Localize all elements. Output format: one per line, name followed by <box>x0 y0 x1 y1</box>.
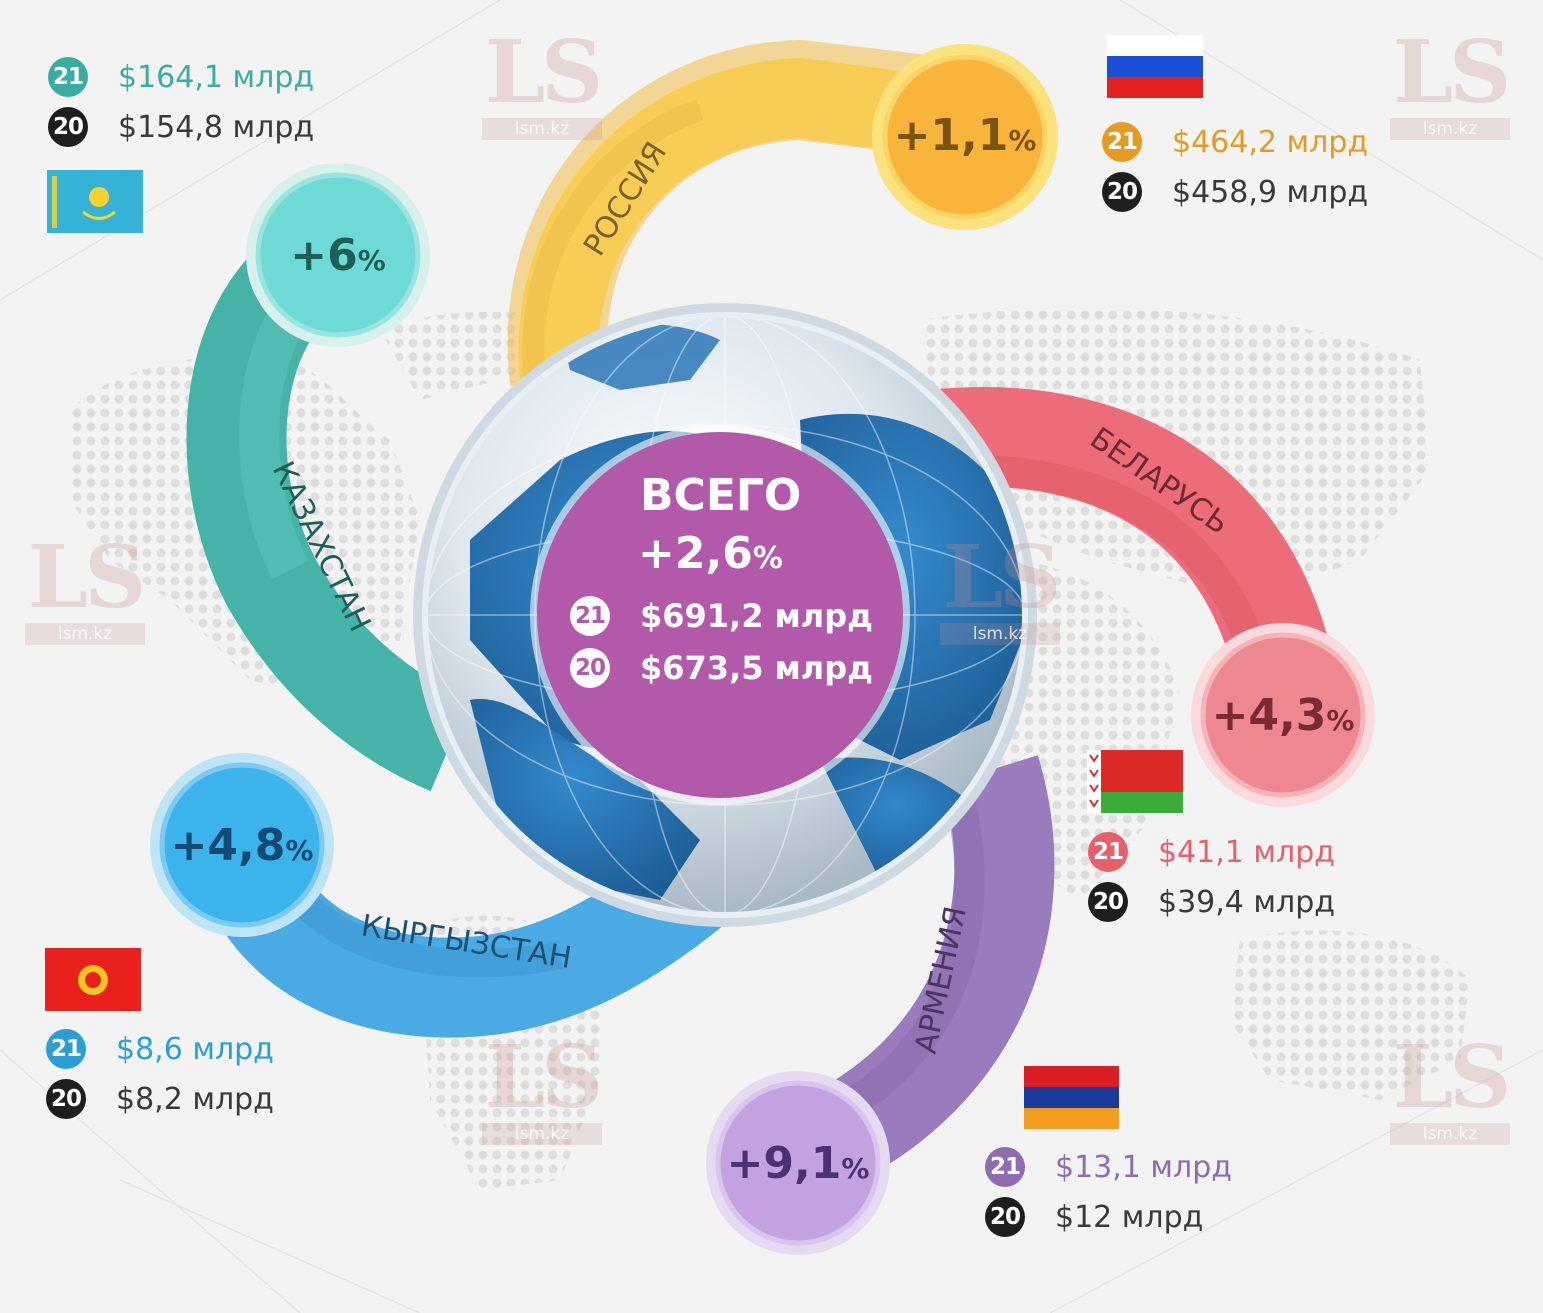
watermark: LS lsm.kz <box>15 535 155 645</box>
russia-percent-circle <box>872 44 1058 230</box>
total-2021-row: 21 $691,2 млрд <box>570 590 880 642</box>
year-20-badge: 20 <box>570 648 610 688</box>
kyrgyzstan-2020-value: $8,2 млрд <box>116 1081 274 1117</box>
russia-change: +1,1% <box>893 110 1037 161</box>
watermark: LS lsm.kz <box>472 1035 612 1145</box>
kazakhstan-change: +6% <box>290 230 386 281</box>
year-20-badge: 20 <box>1088 882 1128 922</box>
belarus-change: +4,3% <box>1211 690 1355 741</box>
watermark: LS lsm.kz <box>930 535 1070 645</box>
watermark: LS lsm.kz <box>1380 1035 1520 1145</box>
year-21-badge: 21 <box>985 1147 1025 1187</box>
kyrgyzstan-percent-circle <box>150 753 334 937</box>
total-block: ВСЕГО +2,6% 21 $691,2 млрд 20 $673,5 млр… <box>560 470 880 694</box>
total-title: ВСЕГО <box>640 470 802 521</box>
belarus-percent-circle <box>1191 623 1375 807</box>
year-21-badge: 21 <box>48 57 88 97</box>
belarus-stats: 21 $41,1 млрд 20 $39,4 млрд <box>1088 827 1335 927</box>
total-change: +2,6% <box>638 528 783 579</box>
armenia-arc <box>806 755 1055 1185</box>
kyrgyzstan-2021-value: $8,6 млрд <box>116 1031 274 1067</box>
kazakhstan-2021-value: $164,1 млрд <box>118 59 315 95</box>
total-2021-value: $691,2 млрд <box>640 597 873 635</box>
armenia-percent-circle <box>706 1071 890 1255</box>
kazakhstan-2020-value: $154,8 млрд <box>118 109 315 145</box>
year-21-badge: 21 <box>1102 122 1142 162</box>
kyrgyzstan-flag <box>45 948 141 1011</box>
watermark: LS lsm.kz <box>1380 30 1520 140</box>
year-21-badge: 21 <box>1088 832 1128 872</box>
kyrgyzstan-change: +4,8% <box>170 820 314 871</box>
kazakhstan-flag <box>47 170 143 233</box>
kyrgyzstan-stats: 21 $8,6 млрд 20 $8,2 млрд <box>46 1024 274 1124</box>
russia-2020-value: $458,9 млрд <box>1172 174 1369 210</box>
kazakhstan-percent-circle <box>246 163 430 347</box>
russia-arc <box>507 39 972 387</box>
armenia-flag <box>1024 1066 1119 1129</box>
year-20-badge: 20 <box>985 1197 1025 1237</box>
year-21-badge: 21 <box>570 596 610 636</box>
year-20-badge: 20 <box>48 107 88 147</box>
belarus-arc <box>924 387 1340 709</box>
belarus-2020-value: $39,4 млрд <box>1158 884 1336 920</box>
year-20-badge: 20 <box>46 1079 86 1119</box>
armenia-2021-value: $13,1 млрд <box>1055 1149 1233 1185</box>
armenia-2020-value: $12 млрд <box>1055 1199 1204 1235</box>
watermark: LS lsm.kz <box>472 30 612 140</box>
armenia-stats: 21 $13,1 млрд 20 $12 млрд <box>985 1142 1232 1242</box>
year-21-badge: 21 <box>46 1029 86 1069</box>
total-2020-value: $673,5 млрд <box>640 649 873 687</box>
total-circle <box>537 432 903 798</box>
russia-2021-value: $464,2 млрд <box>1172 124 1369 160</box>
belarus-flag <box>1087 750 1183 813</box>
total-2020-row: 20 $673,5 млрд <box>570 642 880 694</box>
belarus-2021-value: $41,1 млрд <box>1158 834 1336 870</box>
kazakhstan-stats: 21 $164,1 млрд 20 $154,8 млрд <box>48 52 314 152</box>
year-20-badge: 20 <box>1102 172 1142 212</box>
russia-stats: 21 $464,2 млрд 20 $458,9 млрд <box>1102 117 1368 217</box>
armenia-change: +9,1% <box>726 1138 870 1189</box>
russia-flag <box>1107 35 1203 98</box>
